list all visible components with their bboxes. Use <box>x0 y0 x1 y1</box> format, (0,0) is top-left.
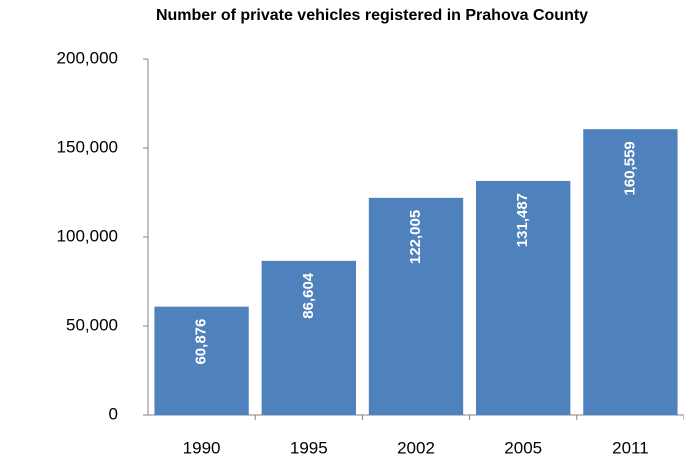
value-label: 122,005 <box>407 210 424 264</box>
y-tick-label: 50,000 <box>66 315 118 334</box>
y-tick-label: 150,000 <box>57 137 118 156</box>
y-tick-label: 100,000 <box>57 226 118 245</box>
value-label: 60,876 <box>193 319 210 365</box>
bar <box>261 260 356 415</box>
value-label: 86,604 <box>300 272 317 319</box>
x-tick-label: 1990 <box>183 438 221 457</box>
y-tick-label: 200,000 <box>57 48 118 67</box>
y-tick-label: 0 <box>109 404 118 423</box>
bar <box>583 129 678 415</box>
chart-title: Number of private vehicles registered in… <box>156 7 588 24</box>
bar <box>476 180 571 415</box>
x-tick-label: 2005 <box>504 438 542 457</box>
value-label: 160,559 <box>621 141 638 195</box>
x-tick-label: 2002 <box>397 438 435 457</box>
x-tick-label: 1995 <box>290 438 328 457</box>
x-tick-label: 2011 <box>612 438 649 457</box>
bar <box>368 197 464 415</box>
bar <box>154 306 249 415</box>
value-label: 131,487 <box>514 193 531 247</box>
